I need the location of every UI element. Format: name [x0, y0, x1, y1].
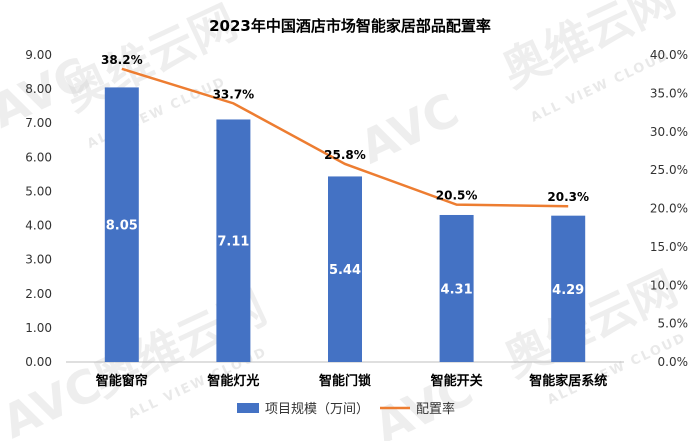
- legend: 项目规模（万间） 配置率: [237, 401, 455, 417]
- left-tick-label: 7.00: [25, 116, 52, 130]
- right-tick-label: 20.0%: [650, 202, 688, 216]
- category-label: 智能灯光: [207, 373, 259, 389]
- right-tick-label: 25.0%: [650, 163, 688, 177]
- rate-line-series: 38.2% 33.7% 25.8% 20.5% 20.3%: [101, 53, 589, 208]
- right-tick-label: 40.0%: [650, 48, 688, 62]
- bar-value-label: 7.11: [217, 235, 249, 250]
- right-tick-label: 5.0%: [658, 317, 689, 331]
- bar-value-label: 4.31: [441, 282, 473, 297]
- bars: 8.05 7.11 5.44 4.31 4.29: [104, 87, 586, 363]
- legend-bar-label: 项目规模（万间）: [265, 402, 369, 417]
- category-label: 智能窗帘: [96, 373, 148, 389]
- left-tick-label: 4.00: [25, 219, 52, 233]
- left-tick-label: 0.00: [25, 355, 52, 369]
- left-axis-ticks: 0.00 1.00 2.00 3.00 4.00 5.00 6.00 7.00 8.00 9.00: [25, 48, 52, 369]
- bar-value-label: 8.05: [106, 219, 138, 234]
- bar: [551, 215, 586, 362]
- left-tick-label: 8.00: [25, 82, 52, 96]
- right-tick-label: 35.0%: [650, 86, 688, 100]
- left-tick-label: 1.00: [25, 321, 52, 335]
- category-labels: 智能窗帘 智能灯光 智能门锁 智能开关 智能家居系统: [96, 373, 607, 389]
- chart-title: 2023年中国酒店市场智能家居部品配置率: [209, 17, 491, 35]
- right-tick-label: 0.0%: [658, 355, 689, 369]
- bar-value-label: 4.29: [552, 283, 584, 298]
- bar-value-label: 5.44: [329, 263, 361, 278]
- rate-value-label: 33.7%: [213, 87, 255, 101]
- right-tick-label: 30.0%: [650, 125, 688, 139]
- left-tick-label: 9.00: [25, 48, 52, 62]
- category-label: 智能家居系统: [529, 373, 607, 389]
- left-tick-label: 2.00: [25, 287, 52, 301]
- left-tick-label: 3.00: [25, 253, 52, 267]
- right-tick-label: 15.0%: [650, 240, 688, 254]
- bar: [216, 119, 251, 362]
- category-label: 智能开关: [431, 373, 483, 389]
- bar: [328, 176, 362, 362]
- right-axis-ticks: 0.0% 5.0% 10.0% 15.0% 20.0% 25.0% 30.0% 35.0% 40…: [650, 48, 688, 369]
- rate-value-label: 25.8%: [324, 148, 366, 162]
- rate-value-label: 20.5%: [436, 189, 478, 203]
- bar: [104, 87, 139, 363]
- bar: [439, 214, 474, 362]
- legend-bar-swatch: [237, 403, 259, 413]
- left-tick-label: 6.00: [25, 150, 52, 164]
- legend-line-label: 配置率: [416, 401, 455, 417]
- left-tick-label: 5.00: [25, 184, 52, 198]
- category-label: 智能门锁: [319, 373, 371, 389]
- right-tick-label: 10.0%: [650, 278, 688, 292]
- watermark-brand-right: AVC: [352, 82, 467, 174]
- rate-value-label: 20.3%: [547, 190, 589, 204]
- rate-value-label: 38.2%: [101, 53, 143, 67]
- rate-line: [121, 67, 569, 208]
